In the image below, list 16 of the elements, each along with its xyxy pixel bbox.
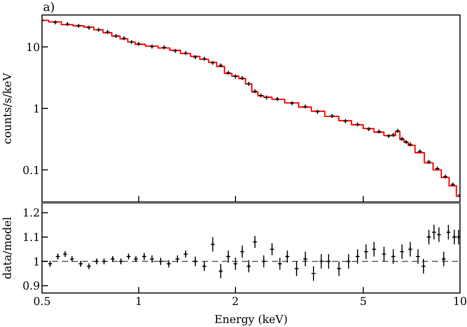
y-tick-label: 10 xyxy=(26,40,40,54)
x-tick-label: 10 xyxy=(453,294,467,308)
y-tick-label: 0.1 xyxy=(22,164,40,177)
y-tick-label: 1 xyxy=(33,255,40,268)
y-tick-label: 0.9 xyxy=(22,280,40,293)
x-tick-label: 5 xyxy=(360,294,367,308)
y-axis-title: counts/s/keV xyxy=(1,72,14,144)
chart-title: a) xyxy=(43,0,55,14)
y-tick-label: 1.1 xyxy=(22,230,40,244)
y-axis-title: data/model xyxy=(1,216,14,280)
x-tick-label: 0.5 xyxy=(33,294,51,308)
y-tick-label: 1.2 xyxy=(22,206,40,220)
y-tick-label: 1 xyxy=(33,102,40,116)
x-tick-label: 1 xyxy=(135,294,142,308)
x-tick-label: 2 xyxy=(232,294,239,308)
x-axis-title: Energy (keV) xyxy=(214,313,288,326)
